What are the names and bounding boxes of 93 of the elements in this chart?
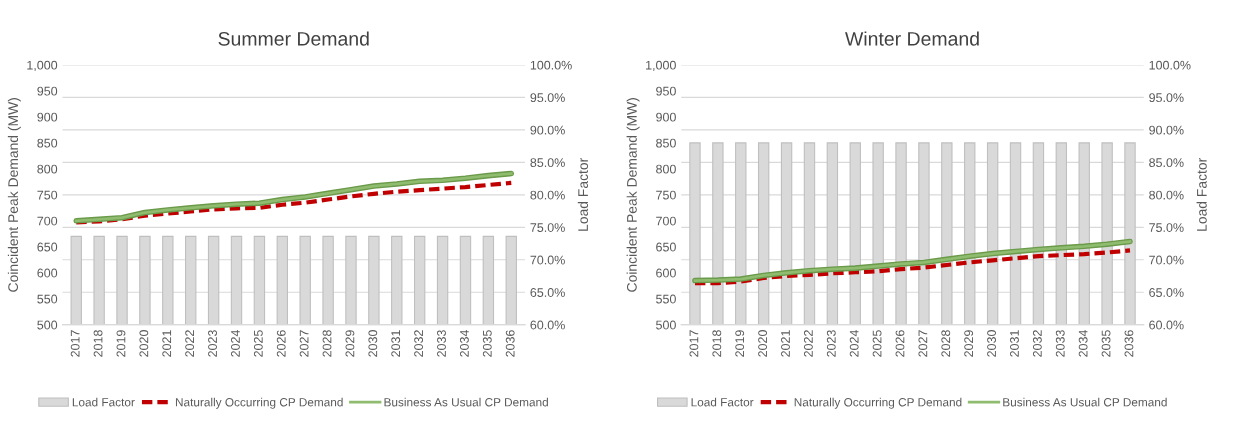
x-tick-label: 2019 [735, 330, 745, 357]
legend-label: Business As Usual CP Demand [1003, 397, 1167, 407]
y-tick-label: 550 [656, 294, 676, 304]
y2-tick-label: 95.0% [530, 93, 565, 103]
x-tick-label: 2021 [781, 330, 790, 357]
y-tick-label: 700 [656, 216, 676, 226]
y-tick-label: 600 [656, 268, 676, 278]
x-tick-label: 2033 [437, 330, 446, 357]
y2-axis-title: Load Factor [1196, 158, 1207, 231]
x-tick-label: 2029 [964, 330, 974, 357]
x-tick-label: 2036 [1124, 330, 1134, 357]
x-tick-label: 2027 [299, 330, 309, 357]
x-tick-label: 2028 [322, 330, 332, 357]
x-tick-label: 2018 [93, 330, 103, 357]
y-tick-label: 850 [37, 138, 58, 148]
y2-tick-label: 70.0% [530, 255, 565, 265]
y-tick-label: 500 [656, 320, 676, 330]
y2-tick-label: 100.0% [530, 60, 572, 70]
y-tick-label: 600 [37, 268, 58, 278]
y-tick-label: 650 [656, 242, 676, 252]
x-tick-label: 2022 [803, 330, 813, 357]
x-tick-label: 2021 [162, 330, 172, 357]
x-tick-label: 2034 [459, 329, 469, 357]
y-tick-label: 850 [656, 138, 676, 148]
y2-axis-title: Load Factor [577, 158, 589, 231]
line-series [692, 248, 1133, 286]
x-tick-label: 2023 [208, 330, 217, 357]
y2-tick-label: 100.0% [1149, 60, 1191, 70]
y-tick-label: 500 [37, 320, 58, 330]
y2-tick-label: 80.0% [530, 190, 565, 200]
y-tick-label: 950 [37, 86, 58, 96]
x-tick-label: 2018 [712, 330, 722, 357]
x-tick-label: 2030 [368, 330, 378, 357]
x-tick-label: 2033 [1055, 330, 1065, 357]
y-tick-label: 700 [37, 216, 58, 226]
y-tick-label: 550 [37, 294, 58, 304]
y2-tick-label: 85.0% [1149, 158, 1184, 168]
y2-tick-label: 75.0% [1149, 223, 1184, 232]
y2-tick-label: 90.0% [530, 125, 565, 135]
x-tick-label: 2034 [1078, 329, 1088, 357]
y-tick-label: 1,000 [27, 60, 58, 72]
y2-tick-label: 65.0% [1149, 288, 1184, 297]
x-tick-label: 2032 [414, 330, 424, 357]
y-axis-title: Coincident Peak Demand (MW) [626, 98, 640, 292]
y-tick-label: 950 [656, 86, 676, 96]
y-axis-title: Coincident Peak Demand (MW) [7, 98, 21, 292]
y2-tick-label: 85.0% [530, 158, 565, 168]
x-tick-label: 2017 [70, 330, 80, 357]
x-tick-label: 2023 [826, 330, 836, 357]
x-tick-label: 2036 [505, 330, 515, 357]
y-tick-label: 750 [37, 190, 58, 200]
legend-label: Naturally Occurring CP Demand [175, 397, 343, 409]
legend-label: Load Factor [72, 397, 135, 407]
y2-tick-label: 90.0% [1149, 125, 1184, 135]
x-tick-label: 2031 [391, 330, 401, 357]
y-tick-label: 650 [37, 242, 58, 252]
x-tick-label: 2020 [139, 330, 149, 357]
x-tick-label: 2032 [1032, 330, 1042, 357]
x-tick-label: 2030 [987, 330, 996, 357]
y2-tick-label: 70.0% [1149, 255, 1184, 265]
x-tick-label: 2020 [758, 330, 768, 357]
x-tick-label: 2025 [253, 330, 263, 357]
y2-tick-label: 65.0% [530, 288, 565, 297]
chart-title: Summer Demand [218, 31, 369, 46]
x-tick-label: 2035 [1101, 330, 1111, 357]
legend-label: Naturally Occurring CP Demand [794, 397, 962, 409]
y-tick-label: 900 [37, 112, 58, 122]
x-tick-label: 2029 [345, 330, 355, 357]
y-tick-label: 1,000 [646, 60, 676, 72]
y2-tick-label: 80.0% [1149, 190, 1184, 200]
x-tick-label: 2019 [116, 330, 126, 357]
x-tick-label: 2035 [482, 330, 492, 357]
y2-tick-label: 75.0% [530, 223, 565, 232]
legend-label: Business As Usual CP Demand [384, 397, 548, 407]
y-tick-label: 800 [37, 164, 58, 174]
y2-tick-label: 60.0% [1149, 320, 1184, 330]
legend-label: Load Factor [691, 397, 754, 407]
x-tick-label: 2025 [872, 330, 882, 357]
x-tick-label: 2031 [1010, 330, 1019, 357]
x-tick-label: 2024 [849, 329, 859, 357]
y2-tick-label: 95.0% [1149, 93, 1184, 103]
chart-title: Winter Demand [845, 31, 979, 46]
y2-tick-label: 60.0% [530, 320, 565, 330]
x-tick-label: 2026 [276, 330, 286, 357]
y-tick-label: 900 [656, 112, 676, 122]
x-tick-label: 2027 [918, 330, 928, 357]
x-tick-label: 2024 [231, 329, 240, 357]
x-tick-label: 2017 [689, 330, 699, 357]
x-tick-label: 2026 [895, 330, 905, 357]
y-tick-label: 800 [656, 164, 676, 174]
x-tick-label: 2022 [185, 330, 195, 357]
y-tick-label: 750 [656, 190, 676, 200]
x-tick-label: 2028 [941, 330, 951, 357]
